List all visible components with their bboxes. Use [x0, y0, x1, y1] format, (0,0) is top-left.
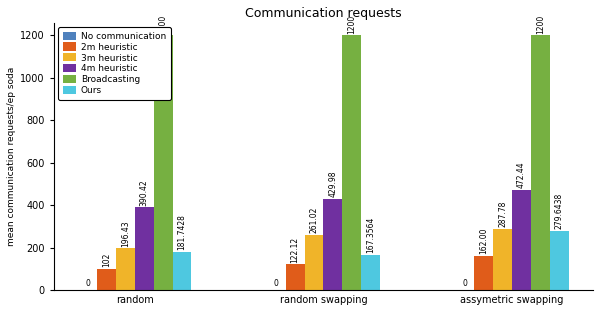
- Bar: [116, 248, 135, 290]
- Text: 122.12: 122.12: [290, 236, 299, 263]
- Bar: [173, 251, 191, 290]
- Bar: [361, 255, 380, 290]
- Bar: [342, 35, 361, 290]
- Text: 196.43: 196.43: [121, 220, 130, 247]
- Title: Communication requests: Communication requests: [245, 7, 402, 20]
- Bar: [135, 207, 154, 290]
- Text: 390.42: 390.42: [140, 179, 149, 206]
- Text: 0: 0: [463, 280, 467, 289]
- Text: 287.78: 287.78: [498, 201, 507, 227]
- Bar: [97, 269, 116, 290]
- Bar: [154, 35, 173, 290]
- Bar: [512, 190, 531, 290]
- Bar: [323, 199, 342, 290]
- Text: 279.6438: 279.6438: [554, 193, 563, 229]
- Bar: [305, 235, 323, 290]
- Legend: No communication, 2m heuristic, 3m heuristic, 4m heuristic, Broadcasting, Ours: No communication, 2m heuristic, 3m heuri…: [58, 27, 170, 100]
- Text: 1200: 1200: [158, 14, 167, 34]
- Text: 162.00: 162.00: [479, 227, 488, 254]
- Text: 0: 0: [274, 280, 279, 289]
- Bar: [531, 35, 550, 290]
- Text: 1200: 1200: [536, 14, 545, 34]
- Bar: [474, 256, 493, 290]
- Text: 181.7428: 181.7428: [178, 214, 187, 250]
- Bar: [550, 231, 569, 290]
- Text: 472.44: 472.44: [517, 162, 526, 188]
- Text: 102: 102: [102, 252, 111, 267]
- Y-axis label: mean communication requests/ep soda: mean communication requests/ep soda: [7, 67, 16, 246]
- Text: 0: 0: [85, 280, 90, 289]
- Text: 1200: 1200: [347, 14, 356, 34]
- Bar: [286, 264, 305, 290]
- Text: 261.02: 261.02: [310, 207, 319, 233]
- Text: 429.98: 429.98: [328, 171, 337, 197]
- Text: 167.3564: 167.3564: [366, 217, 375, 253]
- Bar: [493, 229, 512, 290]
